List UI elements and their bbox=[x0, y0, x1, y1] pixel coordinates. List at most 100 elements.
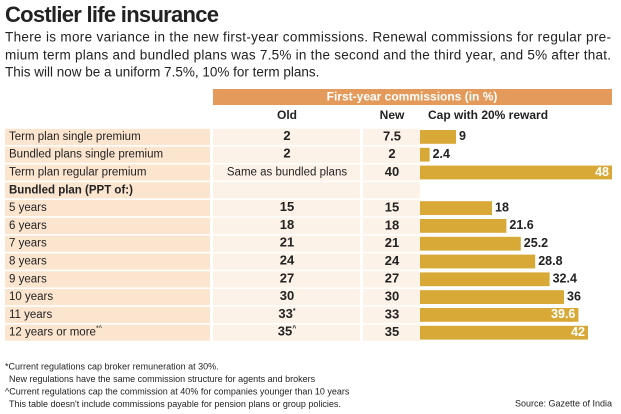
old-value-text: 24 bbox=[280, 253, 295, 268]
new-value: 2 bbox=[388, 146, 395, 161]
old-cell bbox=[213, 128, 360, 145]
cap-label: 21.6 bbox=[509, 218, 533, 232]
cap-bar bbox=[420, 325, 588, 340]
footnote-mark: *^ bbox=[96, 326, 103, 333]
old-cell bbox=[213, 217, 360, 234]
old-value: 2 bbox=[283, 146, 290, 161]
old-value: 35^ bbox=[278, 324, 297, 339]
old-cell bbox=[213, 306, 360, 323]
row-label-text: 9 years bbox=[9, 273, 47, 285]
old-value-text: Same as bundled plans bbox=[227, 167, 347, 179]
note: ^Current regulations cap the commission … bbox=[5, 386, 350, 396]
old-value-text: 33 bbox=[278, 306, 292, 321]
note: This table doesn't include commissions p… bbox=[9, 399, 341, 409]
cap-bar bbox=[420, 254, 536, 269]
label-cell bbox=[5, 217, 210, 234]
old-cell bbox=[213, 182, 360, 199]
subtitle-line: mium term plans and bundled plans was 7.… bbox=[5, 48, 611, 63]
row-label: 6 years bbox=[9, 220, 47, 232]
row-label: 7 years bbox=[9, 238, 47, 250]
cap-bar bbox=[420, 201, 492, 215]
new-cell bbox=[363, 200, 420, 217]
row-label-text: 8 years bbox=[9, 256, 47, 268]
column-header: Old bbox=[277, 108, 297, 122]
new-value: 21 bbox=[385, 235, 399, 250]
old-cell bbox=[213, 235, 360, 252]
old-value-text: 15 bbox=[280, 200, 294, 215]
row-label-text: 7 years bbox=[9, 238, 47, 250]
label-cell bbox=[5, 271, 210, 288]
row-label: 5 years bbox=[9, 202, 47, 214]
old-value-text: 35 bbox=[278, 324, 292, 339]
old-value-text: 21 bbox=[280, 235, 294, 250]
row-label-text: 10 years bbox=[9, 291, 53, 303]
note: *Current regulations cap broker remunera… bbox=[5, 361, 219, 371]
new-value: 27 bbox=[385, 271, 399, 286]
new-value: 15 bbox=[385, 200, 399, 215]
new-cell bbox=[363, 146, 420, 163]
new-cell bbox=[363, 271, 420, 288]
old-value: 24 bbox=[280, 253, 295, 268]
row-label-text: Bundled plans single premium bbox=[9, 149, 163, 161]
row-label-text: 5 years bbox=[9, 202, 47, 214]
row-label-text: Bundled plan (PPT of:) bbox=[9, 184, 133, 196]
new-value: 18 bbox=[385, 217, 399, 232]
old-cell bbox=[213, 146, 360, 163]
row-label-text: Term plan single premium bbox=[9, 131, 141, 143]
old-cell bbox=[213, 289, 360, 306]
cap-bar bbox=[420, 147, 430, 162]
cap-label: 42 bbox=[571, 325, 585, 339]
new-cell bbox=[363, 306, 420, 323]
old-value-text: 2 bbox=[283, 128, 290, 143]
cap-label: 18 bbox=[495, 200, 509, 214]
cap-bar bbox=[420, 236, 521, 251]
new-value: 33 bbox=[385, 306, 399, 321]
old-value-text: 30 bbox=[280, 289, 294, 304]
old-cell bbox=[213, 271, 360, 288]
subtitle-line: There is more variance in the new first-… bbox=[5, 30, 611, 45]
label-cell bbox=[5, 324, 210, 341]
row-label: Bundled plan (PPT of:) bbox=[9, 184, 133, 196]
label-cell bbox=[5, 200, 210, 217]
group-header-bg bbox=[213, 89, 612, 105]
cap-bar bbox=[420, 308, 579, 322]
cap-label: 39.6 bbox=[551, 307, 575, 321]
footnote-mark: ^ bbox=[292, 325, 296, 333]
label-cell bbox=[5, 235, 210, 252]
column-header: Cap with 20% reward bbox=[428, 108, 548, 122]
cap-label: 36 bbox=[567, 289, 581, 303]
new-value: 35 bbox=[385, 324, 399, 339]
label-cell bbox=[5, 306, 210, 323]
label-cell bbox=[5, 182, 210, 199]
label-cell bbox=[5, 164, 210, 181]
row-label-text: 12 years or more bbox=[9, 327, 96, 339]
cap-label: 2.4 bbox=[433, 147, 450, 161]
cap-label: 32.4 bbox=[553, 272, 577, 286]
title: Costlier life insurance bbox=[5, 2, 219, 27]
old-cell bbox=[213, 200, 360, 217]
new-cell bbox=[363, 253, 420, 270]
new-cell bbox=[363, 164, 420, 181]
old-value-text: 27 bbox=[280, 271, 294, 286]
cap-label: 9 bbox=[459, 129, 466, 143]
cap-bar bbox=[420, 130, 456, 144]
new-value: 7.5 bbox=[383, 128, 401, 143]
old-value: 27 bbox=[280, 271, 294, 286]
column-header: New bbox=[380, 108, 405, 122]
new-value: 30 bbox=[385, 289, 399, 304]
row-label: Bundled plans single premium bbox=[9, 149, 163, 161]
old-value-text: 18 bbox=[280, 217, 294, 232]
cap-bar bbox=[420, 219, 507, 233]
group-header: First-year commissions (in %) bbox=[327, 90, 498, 104]
row-label: 12 years or more*^ bbox=[9, 326, 103, 339]
label-cell bbox=[5, 128, 210, 145]
old-cell bbox=[213, 164, 360, 181]
row-label: 8 years bbox=[9, 256, 47, 268]
old-value: 18 bbox=[280, 217, 294, 232]
old-value: 33* bbox=[278, 306, 295, 321]
new-value: 24 bbox=[385, 253, 400, 268]
old-cell bbox=[213, 253, 360, 270]
cap-bar bbox=[420, 165, 612, 180]
row-label: 10 years bbox=[9, 291, 53, 303]
